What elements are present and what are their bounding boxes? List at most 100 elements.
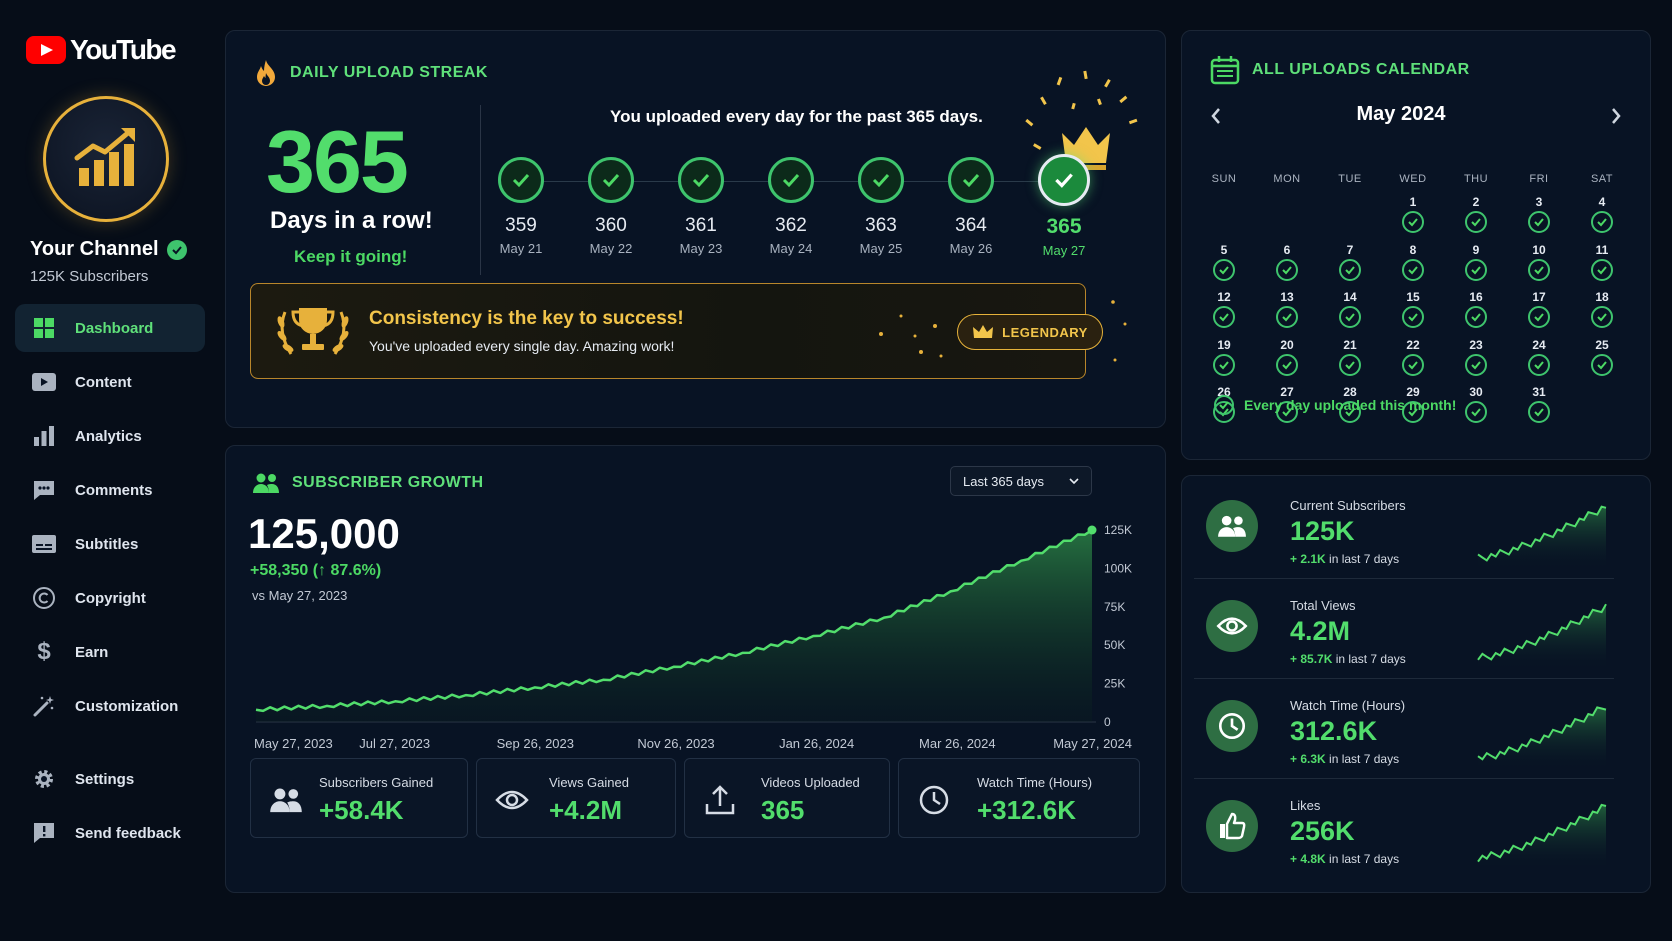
- calendar-day[interactable]: 6: [1265, 243, 1309, 281]
- stat-views-gained: Views Gained +4.2M: [476, 758, 676, 838]
- gear-icon: [31, 766, 57, 792]
- sidebar-item-copyright[interactable]: Copyright: [15, 574, 205, 622]
- x-tick-label: Mar 26, 2024: [919, 736, 996, 751]
- check-icon: [1528, 401, 1550, 423]
- sidebar-item-customization[interactable]: Customization: [15, 682, 205, 730]
- sidebar-item-earn[interactable]: $ Earn: [15, 628, 205, 676]
- sidebar-item-settings[interactable]: Settings: [15, 755, 205, 803]
- calendar-day[interactable]: 25: [1580, 338, 1624, 376]
- stat-label: Subscribers Gained: [319, 775, 434, 790]
- calendar-day[interactable]: 3: [1517, 195, 1561, 233]
- calendar-day[interactable]: 17: [1517, 290, 1561, 328]
- streak-day: 363 May 25: [841, 157, 921, 256]
- calendar-day[interactable]: 11: [1580, 243, 1624, 281]
- calendar-day[interactable]: 20: [1265, 338, 1309, 376]
- banner-sparkles-icon: [879, 314, 943, 358]
- sidebar-item-label: Subtitles: [75, 535, 139, 553]
- calendar-day[interactable]: 16: [1454, 290, 1498, 328]
- check-icon: [1276, 401, 1298, 423]
- users-icon: [269, 783, 303, 817]
- date-range-select[interactable]: Last 365 days: [950, 466, 1092, 496]
- calendar-day-number: 4: [1598, 195, 1606, 209]
- metric-delta-value: + 2.1K: [1290, 552, 1326, 566]
- calendar-day[interactable]: 24: [1517, 338, 1561, 376]
- subscriber-growth-chart: 125K 100K 75K 50K 25K 0 May 27, 2023 Jul 27, 20…: [254, 523, 1132, 751]
- streak-day: 362 May 24: [751, 157, 831, 256]
- calendar-day-number: 11: [1595, 242, 1609, 257]
- calendar-day[interactable]: 7: [1328, 243, 1372, 281]
- x-tick-label: May 27, 2023: [254, 736, 333, 751]
- legendary-badge[interactable]: LEGENDARY: [957, 314, 1103, 350]
- calendar-day[interactable]: 5: [1202, 243, 1246, 281]
- youtube-logo[interactable]: YouTube: [26, 34, 177, 66]
- consistency-banner: Consistency is the key to success! You'v…: [250, 283, 1127, 379]
- calendar-day[interactable]: 22: [1391, 338, 1435, 376]
- metric-divider: [1194, 578, 1614, 579]
- metric-delta: + 2.1K in last 7 days: [1290, 552, 1399, 566]
- sidebar-item-content[interactable]: Content: [15, 358, 205, 406]
- sidebar-item-analytics[interactable]: Analytics: [15, 412, 205, 460]
- sidebar-item-send-feedback[interactable]: Send feedback: [15, 809, 205, 857]
- check-icon: [1276, 306, 1298, 328]
- calendar-day[interactable]: 8: [1391, 243, 1435, 281]
- sidebar-item-label: Earn: [75, 643, 109, 661]
- calendar-day[interactable]: 9: [1454, 243, 1498, 281]
- calendar-day[interactable]: 19: [1202, 338, 1246, 376]
- calendar-day[interactable]: 28: [1328, 385, 1372, 423]
- metric-delta-suffix: in last 7 days: [1329, 752, 1400, 766]
- check-icon: [1591, 306, 1613, 328]
- metric-value: 125K: [1290, 516, 1355, 546]
- streak-day-date: May 27: [1042, 243, 1086, 258]
- check-icon: [588, 157, 634, 203]
- calendar-day[interactable]: 31: [1517, 385, 1561, 423]
- calendar-day-number: 16: [1469, 290, 1483, 304]
- sidebar-item-dashboard[interactable]: Dashboard: [15, 304, 205, 352]
- bar-chart-icon: [31, 423, 57, 449]
- calendar-day[interactable]: 18: [1580, 290, 1624, 328]
- calendar-day[interactable]: 15: [1391, 290, 1435, 328]
- calendar-day-number: 13: [1280, 290, 1294, 304]
- sparkline-area: [1478, 604, 1606, 670]
- calendar-day[interactable]: 14: [1328, 290, 1372, 328]
- calendar-day-number: 7: [1346, 242, 1354, 257]
- calendar-day[interactable]: 23: [1454, 338, 1498, 376]
- calendar-day-number: 27: [1280, 385, 1294, 399]
- y-tick-label: 25K: [1104, 677, 1125, 691]
- sidebar-item-comments[interactable]: Comments: [15, 466, 205, 514]
- logo-text: YouTube: [70, 34, 177, 65]
- channel-avatar[interactable]: [43, 96, 169, 222]
- calendar-day-number: 19: [1217, 337, 1231, 352]
- sidebar-item-label: Content: [75, 373, 132, 391]
- next-month-button[interactable]: [1610, 107, 1622, 130]
- calendar-day-number: 6: [1283, 242, 1291, 257]
- chevron-left-icon: [1211, 108, 1220, 124]
- calendar-day[interactable]: 1: [1391, 195, 1435, 233]
- metric-total-views: Total Views 4.2M + 85.7K in last 7 days: [1194, 588, 1614, 682]
- streak-day-current: 365 May 27: [1024, 154, 1104, 258]
- metric-delta: + 85.7K in last 7 days: [1290, 652, 1406, 666]
- subscriber-growth-panel: SUBSCRIBER GROWTH Last 365 days 125,000 …: [225, 445, 1166, 893]
- calendar-day-number: 10: [1532, 242, 1546, 257]
- growth-area: [256, 530, 1092, 722]
- calendar-day[interactable]: 13: [1265, 290, 1309, 328]
- youtube-play-icon: [26, 36, 66, 64]
- check-icon: [1339, 401, 1361, 423]
- calendar-day[interactable]: 2: [1454, 195, 1498, 233]
- metric-likes: Likes 256K + 4.8K in last 7 days: [1194, 788, 1614, 882]
- sidebar-item-label: Customization: [75, 697, 179, 715]
- calendar-day[interactable]: 12: [1202, 290, 1246, 328]
- prev-month-button[interactable]: [1210, 107, 1222, 130]
- calendar-day[interactable]: 10: [1517, 243, 1561, 281]
- calendar-day[interactable]: 27: [1265, 385, 1309, 423]
- calendar-day[interactable]: 21: [1328, 338, 1372, 376]
- calendar-day[interactable]: 29: [1391, 385, 1435, 423]
- calendar-weekday-label: SUN: [1211, 173, 1237, 185]
- streak-title-text: DAILY UPLOAD STREAK: [290, 64, 488, 81]
- calendar-weekday-label: MON: [1273, 173, 1301, 185]
- streak-divider: [480, 105, 481, 275]
- calendar-day[interactable]: 4: [1580, 195, 1624, 233]
- sidebar-item-subtitles[interactable]: Subtitles: [15, 520, 205, 568]
- metrics-panel: Current Subscribers 125K + 2.1K in last …: [1181, 475, 1651, 893]
- streak-day-number: 359: [505, 215, 537, 236]
- calendar-day[interactable]: 30: [1454, 385, 1498, 423]
